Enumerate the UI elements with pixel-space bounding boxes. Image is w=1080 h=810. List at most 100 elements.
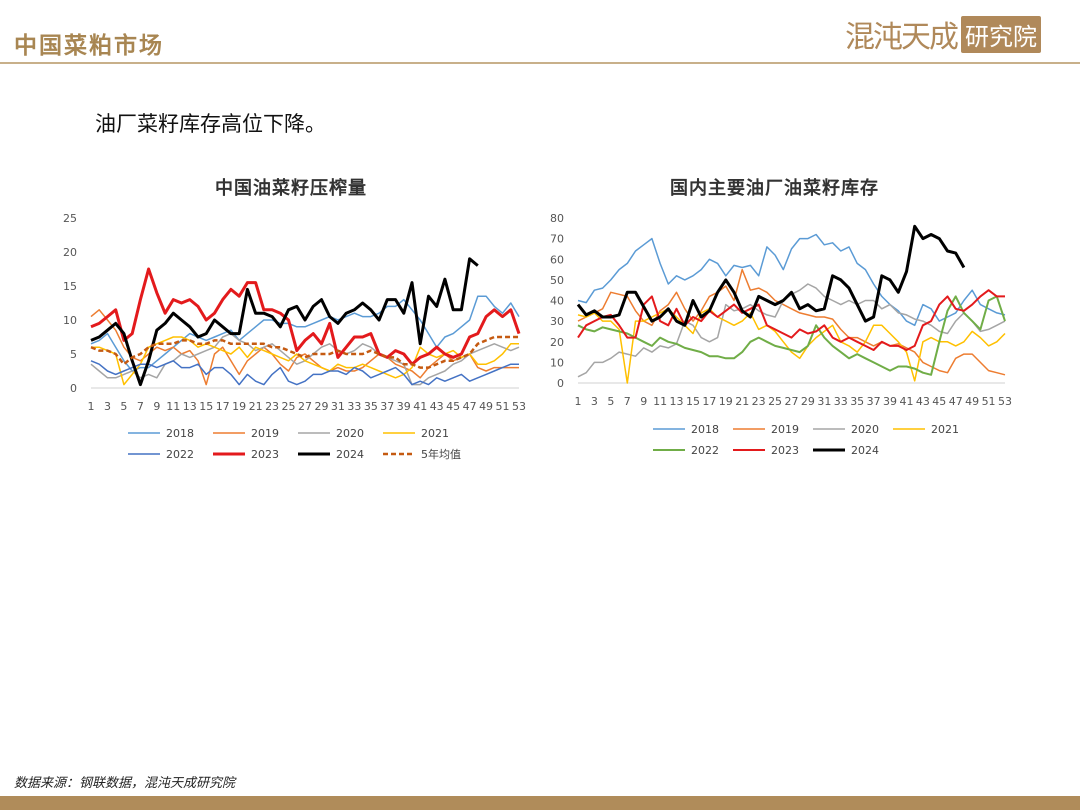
series-line-5年均值	[90, 335, 519, 369]
x-tick-label: 45	[446, 400, 460, 413]
legend-label: 2023	[251, 448, 279, 461]
x-tick-label: 11	[653, 395, 667, 408]
series-line-2021	[91, 336, 519, 386]
y-tick-label: 0	[557, 377, 564, 390]
x-tick-label: 39	[397, 400, 411, 413]
chart-title-crush-volume: 中国油菜籽压榨量	[215, 178, 367, 199]
x-tick-label: 1	[88, 400, 95, 413]
x-tick-label: 27	[785, 395, 799, 408]
x-tick-label: 37	[867, 395, 881, 408]
data-source-note: 数据来源：钢联数据，混沌天成研究院	[14, 776, 236, 791]
chart-title-rapeseed-inventory: 国内主要油厂油菜籽库存	[670, 178, 879, 199]
x-tick-label: 1	[575, 395, 582, 408]
series-line-2024	[576, 224, 966, 327]
x-tick-label: 17	[702, 395, 716, 408]
x-tick-label: 11	[166, 400, 180, 413]
x-tick-label: 49	[965, 395, 979, 408]
y-tick-label: 10	[63, 314, 77, 327]
x-tick-label: 51	[496, 400, 510, 413]
legend-label: 2018	[691, 423, 719, 436]
legend-label: 2021	[931, 423, 959, 436]
legend-label: 2020	[336, 427, 364, 440]
legend-label: 2019	[251, 427, 279, 440]
x-tick-label: 23	[265, 400, 279, 413]
y-tick-label: 0	[70, 382, 77, 395]
legend-label: 2022	[691, 444, 719, 457]
legend-label: 5年均值	[421, 447, 461, 461]
legend-label: 2023	[771, 444, 799, 457]
x-tick-label: 29	[801, 395, 815, 408]
series-line-2022	[577, 295, 1006, 376]
x-tick-label: 33	[834, 395, 848, 408]
series-line-2018	[90, 295, 520, 372]
x-tick-label: 31	[817, 395, 831, 408]
x-tick-label: 41	[899, 395, 913, 408]
y-tick-label: 10	[550, 356, 564, 369]
series-line-2019	[577, 268, 1006, 376]
x-tick-label: 35	[364, 400, 378, 413]
x-tick-label: 13	[183, 400, 197, 413]
series-line-2022	[90, 360, 519, 386]
x-tick-label: 43	[916, 395, 930, 408]
x-tick-label: 49	[479, 400, 493, 413]
footer-bar	[0, 796, 1080, 810]
x-tick-label: 39	[883, 395, 897, 408]
x-tick-label: 35	[850, 395, 864, 408]
series-line-2024	[90, 257, 479, 387]
x-tick-label: 31	[331, 400, 345, 413]
y-tick-label: 20	[550, 336, 564, 349]
x-tick-label: 37	[380, 400, 394, 413]
x-tick-label: 7	[137, 400, 144, 413]
page-header-title: 中国菜粕市场	[14, 32, 164, 59]
x-tick-label: 47	[463, 400, 477, 413]
y-tick-label: 30	[550, 315, 564, 328]
x-tick-label: 25	[768, 395, 782, 408]
x-tick-label: 33	[347, 400, 361, 413]
y-tick-label: 5	[70, 348, 77, 361]
legend-label: 2021	[421, 427, 449, 440]
x-tick-label: 27	[298, 400, 312, 413]
x-tick-label: 17	[216, 400, 230, 413]
x-tick-label: 15	[686, 395, 700, 408]
x-tick-label: 45	[932, 395, 946, 408]
x-tick-label: 41	[413, 400, 427, 413]
x-tick-label: 21	[735, 395, 749, 408]
x-tick-label: 47	[949, 395, 963, 408]
legend-label: 2022	[166, 448, 194, 461]
y-tick-label: 15	[63, 280, 77, 293]
x-tick-label: 3	[104, 400, 111, 413]
series-line-2020	[577, 283, 1006, 378]
series-line-2018	[577, 233, 1006, 327]
x-tick-label: 23	[752, 395, 766, 408]
legend-label: 2018	[166, 427, 194, 440]
legend-label: 2020	[851, 423, 879, 436]
legend-label: 2024	[336, 448, 364, 461]
y-tick-label: 40	[550, 295, 564, 308]
slide-subtitle: 油厂菜籽库存高位下降。	[95, 112, 326, 136]
y-tick-label: 80	[550, 212, 564, 225]
y-tick-label: 20	[63, 246, 77, 259]
logo-script-text: 混沌天成	[845, 20, 959, 55]
x-tick-label: 3	[591, 395, 598, 408]
x-tick-label: 51	[982, 395, 996, 408]
y-tick-label: 50	[550, 274, 564, 287]
x-tick-label: 19	[719, 395, 733, 408]
series-line-2023	[90, 267, 521, 366]
x-tick-label: 21	[249, 400, 263, 413]
x-tick-label: 7	[624, 395, 631, 408]
series-line-2023	[577, 289, 1005, 351]
x-tick-label: 25	[282, 400, 296, 413]
brand-logo: 混沌天成 研究院	[845, 14, 1041, 55]
y-tick-label: 25	[63, 212, 77, 225]
y-tick-label: 60	[550, 253, 564, 266]
x-tick-label: 5	[607, 395, 614, 408]
x-tick-label: 43	[430, 400, 444, 413]
logo-box-text: 研究院	[961, 15, 1041, 53]
y-tick-label: 70	[550, 233, 564, 246]
legend-label: 2024	[851, 444, 879, 457]
x-tick-label: 5	[120, 400, 127, 413]
x-tick-label: 19	[232, 400, 246, 413]
x-tick-label: 53	[998, 395, 1012, 408]
